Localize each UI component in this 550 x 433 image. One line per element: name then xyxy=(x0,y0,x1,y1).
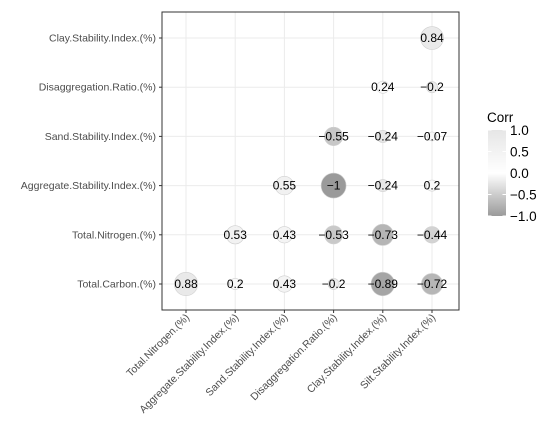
y-tick-label: Aggregate.Stability.Index.(%) xyxy=(21,180,156,192)
correlation-circle xyxy=(320,172,347,199)
legend-tick-label: −0.5 xyxy=(510,188,537,203)
correlation-circle xyxy=(376,179,390,193)
correlation-circle xyxy=(274,176,294,196)
correlation-circle xyxy=(423,226,441,244)
y-tick-label: Total.Carbon.(%) xyxy=(77,279,156,291)
correlation-circle xyxy=(173,271,199,297)
correlation-circle xyxy=(275,275,293,293)
correlation-value-label: −0.2 xyxy=(420,80,444,94)
panel-border xyxy=(161,11,460,311)
correlation-value-label: −0.2 xyxy=(322,277,346,291)
correlation-circle xyxy=(427,131,437,142)
correlation-value-label: 0.55 xyxy=(273,179,297,193)
correlation-circle xyxy=(229,278,242,290)
correlation-value-label: −0.53 xyxy=(318,228,349,242)
correlation-value-label: 0.43 xyxy=(273,277,297,291)
x-axis: Total.Nitrogen.(%)Aggregate.Stability.In… xyxy=(124,310,438,416)
correlation-circle xyxy=(324,126,344,146)
correlation-circle xyxy=(376,80,390,94)
correlation-value-label: 0.2 xyxy=(227,277,244,291)
legend-tick-label: −1.0 xyxy=(510,209,537,224)
correlation-circle xyxy=(426,179,438,192)
x-tick-label: Aggregate.Stability.Index.(%) xyxy=(137,312,241,416)
y-axis: Clay.Stability.Index.(%) Disaggregation.R… xyxy=(21,33,162,291)
y-tick-label: Sand.Stability.Index.(%) xyxy=(45,131,156,143)
correlation-circle xyxy=(327,278,340,290)
correlation-value-label: 0.2 xyxy=(424,179,441,193)
legend-tick-label: 0.0 xyxy=(510,166,529,181)
legend-tick-label: 0.5 xyxy=(510,145,529,160)
correlation-circle xyxy=(420,26,444,50)
correlation-circle xyxy=(275,226,293,244)
correlation-value-label: −0.89 xyxy=(368,277,399,291)
y-tick-label: Clay.Stability.Index.(%) xyxy=(49,33,156,45)
correlation-value-label: −0.73 xyxy=(368,228,399,242)
correlation-value-label: 0.24 xyxy=(371,80,395,94)
y-tick-label: Total.Nitrogen.(%) xyxy=(72,229,156,241)
correlation-value-label: −0.72 xyxy=(417,277,448,291)
legend-tick-label: 1.0 xyxy=(510,123,529,138)
correlation-value-label: −0.55 xyxy=(318,129,349,143)
correlation-value-label: −0.24 xyxy=(368,129,399,143)
correlation-circle xyxy=(371,223,394,246)
correlation-circle xyxy=(426,81,438,94)
legend-ticks: 1.0 0.5 0.0 −0.5 −1.0 xyxy=(488,123,537,224)
correlation-value-label: −0.44 xyxy=(417,228,448,242)
correlation-circle xyxy=(376,129,390,143)
correlation-value-label: 0.43 xyxy=(273,228,297,242)
legend: Corr 1.0 0.5 0.0 −0.5 −1.0 xyxy=(487,110,537,224)
correlation-circle xyxy=(370,271,395,297)
x-tick-label: Disaggregation.Ratio.(%) xyxy=(248,312,339,403)
y-tick-label: Disaggregation.Ratio.(%) xyxy=(39,82,156,94)
legend-title: Corr xyxy=(487,110,514,125)
correlation-cells: 0.84 0.24 −0.2 −0.55 −0.24 −0.07 0.55 −1 −0.24 0.… xyxy=(173,26,448,297)
correlation-value-label: 0.84 xyxy=(420,31,444,45)
correlation-value-label: −0.07 xyxy=(417,129,448,143)
correlation-value-label: −0.24 xyxy=(368,179,399,193)
grid-lines xyxy=(162,12,459,310)
correlation-value-label: 0.88 xyxy=(174,277,198,291)
correlation-circle xyxy=(225,225,245,245)
correlation-value-label: 0.53 xyxy=(224,228,248,242)
correlation-circle xyxy=(324,225,344,245)
legend-colorbar xyxy=(488,130,506,216)
correlation-value-label: −1 xyxy=(327,179,341,193)
x-tick-label: Sand.Stability.Index.(%) xyxy=(203,312,290,399)
correlation-circle xyxy=(421,273,443,295)
